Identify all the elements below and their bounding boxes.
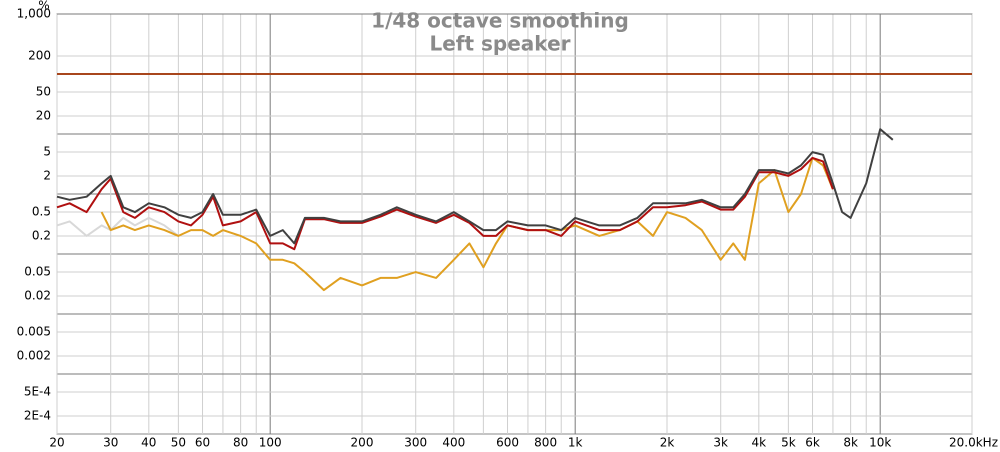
x-tick-label: 600: [496, 436, 519, 450]
x-tick-label: 20.0kHz: [949, 436, 998, 450]
y-tick-label: 5E-4: [24, 385, 51, 399]
y-axis-label: %: [38, 0, 49, 13]
plot-area: [56, 13, 973, 435]
x-tick-label: 800: [534, 436, 557, 450]
y-tick-label: 5: [43, 145, 51, 159]
x-tick-label: 400: [442, 436, 465, 450]
x-tick-label: 20: [49, 436, 64, 450]
y-tick-label: 0.2: [32, 228, 51, 242]
x-tick-label: 80: [233, 436, 248, 450]
x-tick-label: 300: [404, 436, 427, 450]
x-tick-label: 30: [103, 436, 118, 450]
y-tick-label: 2: [43, 168, 51, 182]
x-tick-label: 60: [195, 436, 210, 450]
y-tick-label: 0.5: [32, 205, 51, 219]
x-tick-label: 100: [259, 436, 282, 450]
x-tick-label: 200: [351, 436, 374, 450]
x-tick-label: 10k: [869, 436, 891, 450]
x-tick-label: 4k: [752, 436, 767, 450]
x-tick-label: 1k: [568, 436, 583, 450]
y-tick-label: 1,000: [17, 7, 51, 21]
y-tick-label: 200: [28, 48, 51, 62]
x-tick-label: 2k: [660, 436, 675, 450]
x-tick-label: 50: [171, 436, 186, 450]
x-tick-label: 8k: [843, 436, 858, 450]
series-line: [56, 216, 179, 237]
x-tick-label: 3k: [713, 436, 728, 450]
y-tick-label: 20: [36, 108, 51, 122]
chart-title: 1/48 octave smoothing: [371, 9, 629, 33]
series-line: [56, 156, 834, 251]
y-tick-label: 0.02: [24, 288, 51, 302]
y-tick-label: 0.002: [17, 348, 51, 362]
labels: 20 30 40 50 60 80 100 200 300 400 600 800 1k 2k 3k 4k 5k…: [17, 7, 998, 450]
y-tick-label: 50: [36, 85, 51, 99]
x-tick-label: 40: [141, 436, 156, 450]
chart-subtitle: Left speaker: [429, 32, 570, 56]
y-tick-label: 2E-4: [24, 408, 51, 422]
series-line: [56, 128, 894, 245]
lines: [56, 73, 972, 292]
x-tick-label: 6k: [805, 436, 820, 450]
y-tick-label: 0.005: [17, 325, 51, 339]
grid: [56, 13, 973, 434]
series-line: [100, 156, 834, 292]
y-tick-label: 0.05: [24, 265, 51, 279]
x-tick-label: 5k: [781, 436, 796, 450]
